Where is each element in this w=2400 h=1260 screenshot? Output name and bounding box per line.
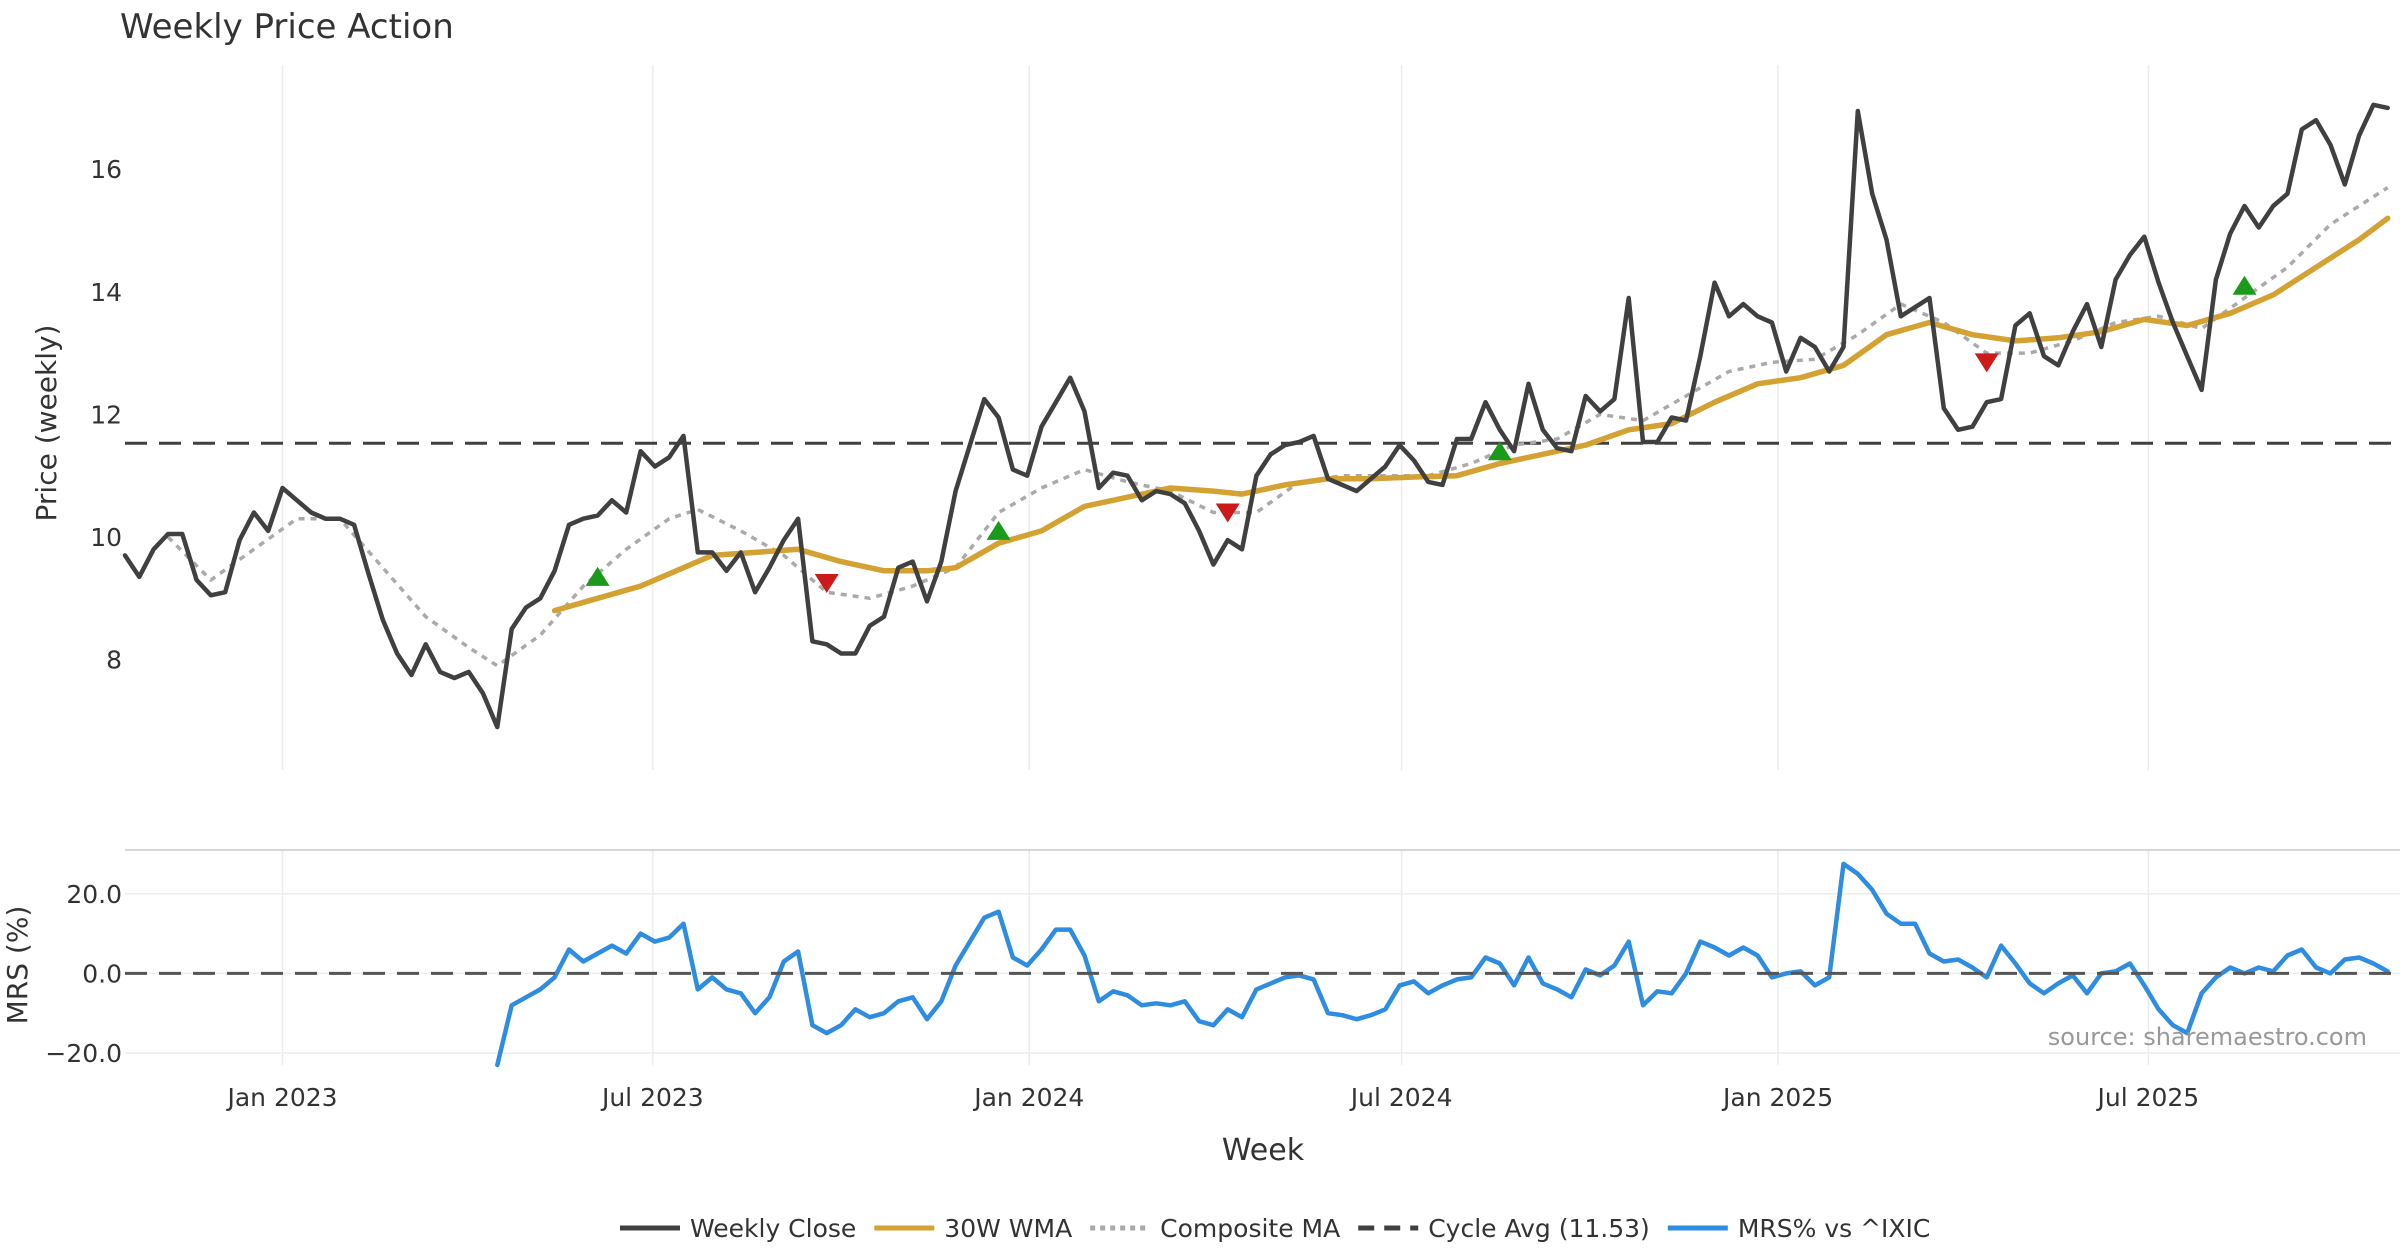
mrs-panel: −20.0 0.0 20.0 MRS (%) source: sharemaestr… [1,849,2400,1168]
price-y-axis-label: Price (weekly) [30,325,63,522]
y-tick-label: 20.0 [66,880,122,909]
y-tick-label: 8 [106,646,122,675]
source-annotation: source: sharemaestro.com [2048,1023,2367,1051]
mrs-y-ticks: −20.0 0.0 20.0 [45,880,122,1068]
x-axis-label: Week [1222,1133,1305,1168]
x-tick-label: Jan 2024 [972,1083,1084,1112]
legend-item: MRS% vs ^IXIC [1667,1214,1931,1243]
mrs-y-axis-label: MRS (%) [1,906,34,1025]
x-tick-label: Jan 2025 [1721,1083,1833,1112]
legend-item: 30W WMA [874,1214,1072,1243]
price-grid [281,65,2150,770]
y-tick-label: 14 [90,278,122,307]
legend-label: Composite MA [1160,1214,1340,1243]
y-tick-label: 12 [90,400,122,429]
buy-signal-marker [585,566,610,586]
legend-label: MRS% vs ^IXIC [1738,1214,1931,1243]
sell-signal-marker [1974,353,1999,373]
series-30w-wma [551,215,2391,614]
x-tick-label: Jul 2024 [1349,1083,1453,1112]
sell-signal-marker [814,574,839,594]
series-composite-ma [166,186,2389,668]
buy-signal-marker [986,520,1011,540]
legend-item: Composite MA [1090,1214,1340,1243]
x-ticks: Jan 2023 Jul 2023 Jan 2024 Jul 2024 Jan 2025… [225,1083,2199,1112]
price-panel: Weekly Price Action 8 10 12 14 16 Price (wee… [30,7,2400,770]
legend-label: 30W WMA [944,1214,1072,1243]
price-y-ticks: 8 10 12 14 16 [90,155,122,674]
legend: Weekly Close 30W WMA Composite MA Cycle Avg… [620,1214,1930,1243]
x-tick-label: Jul 2025 [2095,1083,2199,1112]
y-tick-label: 0.0 [82,959,122,988]
signal-markers [585,275,2257,594]
x-tick-label: Jan 2023 [225,1083,337,1112]
sell-signal-marker [1215,503,1240,523]
y-tick-label: 10 [90,523,122,552]
buy-signal-marker [2232,275,2257,295]
series-mrs-vs-ixic [495,861,2390,1068]
legend-label: Cycle Avg (11.53) [1428,1214,1650,1243]
legend-item: Weekly Close [620,1214,856,1243]
legend-label: Weekly Close [690,1214,856,1243]
legend-item: Cycle Avg (11.53) [1358,1214,1650,1243]
y-tick-label: −20.0 [45,1039,122,1068]
price-series [122,102,2400,730]
mrs-series [125,861,2400,1068]
y-tick-label: 16 [90,155,122,184]
x-tick-label: Jul 2023 [600,1083,704,1112]
series-weekly-close [122,102,2390,730]
buy-signal-marker [1487,441,1512,461]
chart-title: Weekly Price Action [120,7,454,47]
